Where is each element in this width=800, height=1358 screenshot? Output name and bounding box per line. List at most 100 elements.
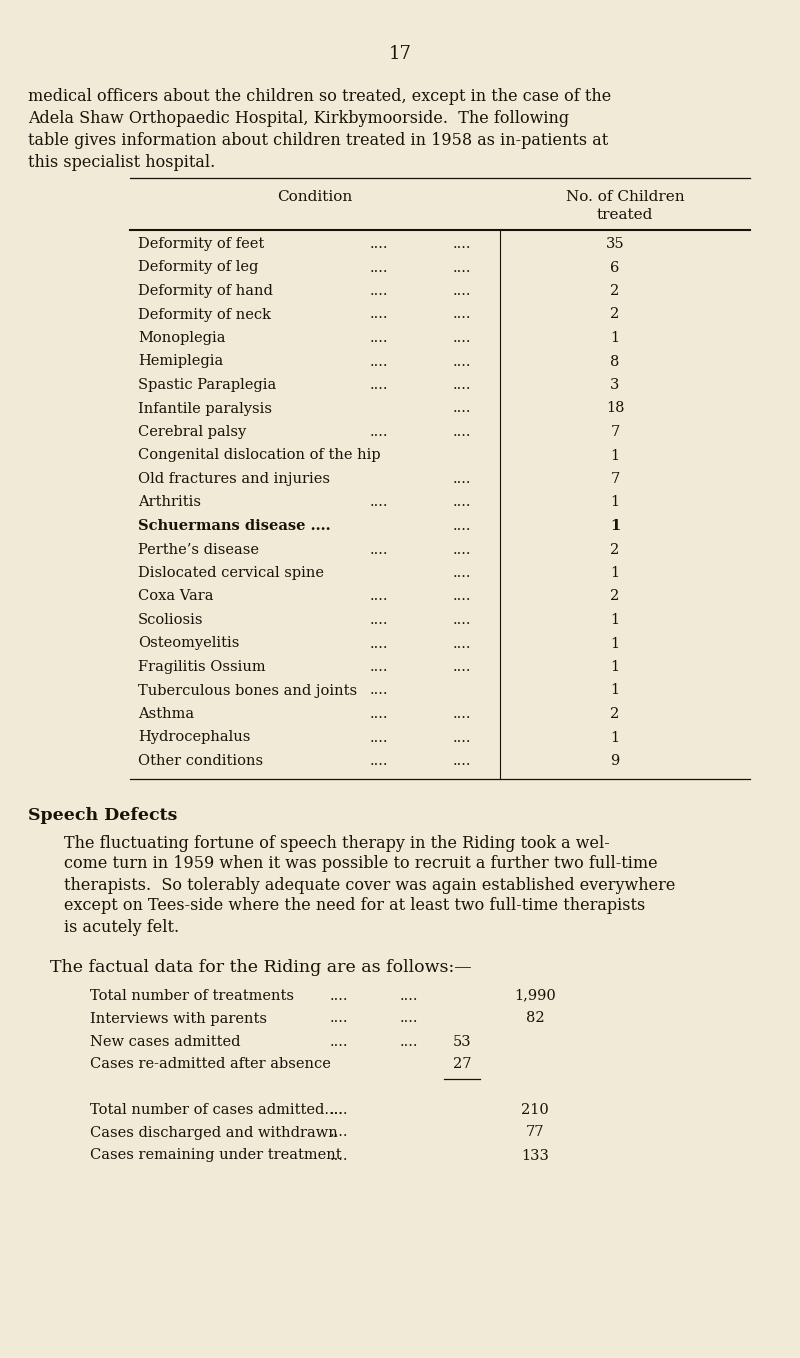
Text: 3: 3 [610,378,620,392]
Text: Hydrocephalus: Hydrocephalus [138,731,250,744]
Text: ....: .... [370,284,389,297]
Text: ....: .... [370,637,389,650]
Text: ....: .... [330,1149,349,1162]
Text: Deformity of feet: Deformity of feet [138,238,264,251]
Text: Cerebral palsy: Cerebral palsy [138,425,246,439]
Text: 1: 1 [610,683,619,698]
Text: 2: 2 [610,307,620,322]
Text: Dislocated cervical spine: Dislocated cervical spine [138,566,324,580]
Text: ....: .... [370,261,389,274]
Text: ....: .... [330,1126,349,1139]
Text: New cases admitted: New cases admitted [90,1035,241,1048]
Text: ....: .... [400,989,418,1002]
Text: therapists.  So tolerably adequate cover was again established everywhere: therapists. So tolerably adequate cover … [64,876,675,894]
Text: ....: .... [453,708,471,721]
Text: ....: .... [453,519,471,532]
Text: 1: 1 [610,566,619,580]
Text: ....: .... [453,473,471,486]
Text: 17: 17 [389,45,411,62]
Text: Hemiplegia: Hemiplegia [138,354,223,368]
Text: Other conditions: Other conditions [138,754,263,769]
Text: ....: .... [453,589,471,603]
Text: 1,990: 1,990 [514,989,556,1002]
Text: medical officers about the children so treated, except in the case of the: medical officers about the children so t… [28,88,611,105]
Text: treated: treated [597,208,653,221]
Text: No. of Children: No. of Children [566,190,684,204]
Text: 18: 18 [606,402,624,416]
Text: ....: .... [453,566,471,580]
Text: ....: .... [370,354,389,368]
Text: 1: 1 [610,612,619,627]
Text: Adela Shaw Orthopaedic Hospital, Kirkbymoorside.  The following: Adela Shaw Orthopaedic Hospital, Kirkbym… [28,110,569,128]
Text: ....: .... [453,261,471,274]
Text: ....: .... [453,542,471,557]
Text: ....: .... [453,496,471,509]
Text: 6: 6 [610,261,620,274]
Text: Monoplegia: Monoplegia [138,331,226,345]
Text: Coxa Vara: Coxa Vara [138,589,214,603]
Text: Old fractures and injuries: Old fractures and injuries [138,473,330,486]
Text: Congenital dislocation of the hip: Congenital dislocation of the hip [138,448,381,463]
Text: Interviews with parents: Interviews with parents [90,1012,267,1025]
Text: The fluctuating fortune of speech therapy in the Riding took a wel-: The fluctuating fortune of speech therap… [64,835,610,851]
Text: 7: 7 [610,473,620,486]
Text: ....: .... [453,331,471,345]
Text: ....: .... [453,354,471,368]
Text: 1: 1 [610,448,619,463]
Text: 1: 1 [610,519,620,532]
Text: Scoliosis: Scoliosis [138,612,203,627]
Text: ....: .... [453,238,471,251]
Text: 1: 1 [610,731,619,744]
Text: Cases discharged and withdrawn: Cases discharged and withdrawn [90,1126,338,1139]
Text: 210: 210 [521,1103,549,1116]
Text: ....: .... [370,307,389,322]
Text: 27: 27 [453,1058,471,1071]
Text: ....: .... [453,660,471,674]
Text: ....: .... [370,331,389,345]
Text: Osteomyelitis: Osteomyelitis [138,637,239,650]
Text: Cases re-admitted after absence: Cases re-admitted after absence [90,1058,331,1071]
Text: come turn in 1959 when it was possible to recruit a further two full-time: come turn in 1959 when it was possible t… [64,856,658,872]
Text: ....: .... [370,542,389,557]
Text: ....: .... [330,1012,349,1025]
Text: ....: .... [370,238,389,251]
Text: Total number of cases admitted....: Total number of cases admitted.... [90,1103,343,1116]
Text: is acutely felt.: is acutely felt. [64,918,179,936]
Text: 2: 2 [610,542,620,557]
Text: Deformity of neck: Deformity of neck [138,307,271,322]
Text: Schuermans disease ....: Schuermans disease .... [138,519,330,532]
Text: ....: .... [453,731,471,744]
Text: 133: 133 [521,1149,549,1162]
Text: ....: .... [370,708,389,721]
Text: 1: 1 [610,496,619,509]
Text: ....: .... [400,1035,418,1048]
Text: ....: .... [453,637,471,650]
Text: ....: .... [370,589,389,603]
Text: ....: .... [453,402,471,416]
Text: ....: .... [453,425,471,439]
Text: Condition: Condition [278,190,353,204]
Text: 1: 1 [610,637,619,650]
Text: Deformity of hand: Deformity of hand [138,284,273,297]
Text: Arthritis: Arthritis [138,496,201,509]
Text: Spastic Paraplegia: Spastic Paraplegia [138,378,276,392]
Text: ....: .... [330,989,349,1002]
Text: ....: .... [453,307,471,322]
Text: ....: .... [400,1012,418,1025]
Text: 7: 7 [610,425,620,439]
Text: 2: 2 [610,589,620,603]
Text: 8: 8 [610,354,620,368]
Text: except on Tees-side where the need for at least two full-time therapists: except on Tees-side where the need for a… [64,898,646,914]
Text: ....: .... [453,612,471,627]
Text: The factual data for the Riding are as follows:—: The factual data for the Riding are as f… [50,960,472,976]
Text: ....: .... [370,731,389,744]
Text: ....: .... [453,284,471,297]
Text: ....: .... [370,378,389,392]
Text: ....: .... [453,378,471,392]
Text: Tuberculous bones and joints: Tuberculous bones and joints [138,683,357,698]
Text: 2: 2 [610,284,620,297]
Text: 53: 53 [453,1035,471,1048]
Text: ....: .... [370,612,389,627]
Text: ....: .... [330,1103,349,1116]
Text: 9: 9 [610,754,620,769]
